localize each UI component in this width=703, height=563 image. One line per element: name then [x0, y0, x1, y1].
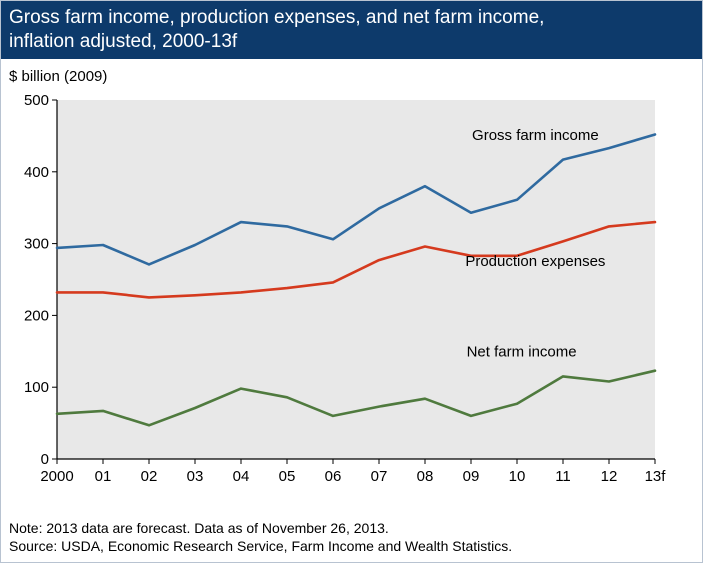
gross-farm-income-label: Gross farm income — [472, 127, 599, 144]
x-tick-label: 01 — [95, 468, 112, 485]
net-farm-income-label: Net farm income — [467, 344, 577, 361]
production-expenses-label: Production expenses — [465, 253, 605, 270]
chart-source: Source: USDA, Economic Research Service,… — [9, 538, 513, 554]
y-tick-label: 300 — [24, 236, 49, 253]
x-tick-label: 09 — [463, 468, 480, 485]
line-chart: 0 100 200 300 400 500 2000 01 02 03 04 05 06 07 08 09 1… — [24, 92, 667, 485]
x-tick-label: 07 — [371, 468, 388, 485]
chart-title-line-2: inflation adjusted, 2000-13f — [9, 31, 238, 52]
gross-farm-income-line — [55, 133, 657, 266]
x-tick-label: 08 — [417, 468, 434, 485]
x-tick-label: 02 — [141, 468, 158, 485]
chart-title-line-1: Gross farm income, production expenses, … — [9, 7, 545, 28]
x-tick-label: 10 — [509, 468, 526, 485]
y-tick-label: 100 — [24, 379, 49, 396]
chart-note: Note: 2013 data are forecast. Data as of… — [9, 520, 389, 536]
x-axis: 2000 01 02 03 04 05 06 07 08 09 10 11 12 13f — [40, 458, 667, 485]
title-bar: Gross farm income, production expenses, … — [1, 1, 702, 59]
x-tick-label: 03 — [187, 468, 204, 485]
y-tick-label: 400 — [24, 164, 49, 181]
series-labels: Gross farm income Production expenses Net … — [465, 127, 605, 361]
net-farm-income-line — [55, 369, 657, 427]
series-lines — [55, 133, 657, 427]
y-axis: 0 100 200 300 400 500 — [24, 92, 58, 468]
x-tick-label: 12 — [601, 468, 618, 485]
y-tick-label: 200 — [24, 307, 49, 324]
plot-area — [57, 100, 655, 459]
x-tick-label: 06 — [325, 468, 342, 485]
y-axis-unit-label: $ billion (2009) — [9, 68, 108, 85]
x-tick-label: 04 — [233, 468, 250, 485]
x-tick-label: 13f — [645, 468, 667, 485]
x-tick-label: 05 — [279, 468, 296, 485]
y-tick-label: 500 — [24, 92, 49, 109]
production-expenses-line — [55, 220, 657, 299]
x-tick-label: 11 — [555, 468, 571, 485]
x-tick-label: 2000 — [40, 468, 73, 485]
y-tick-label: 0 — [41, 451, 49, 468]
